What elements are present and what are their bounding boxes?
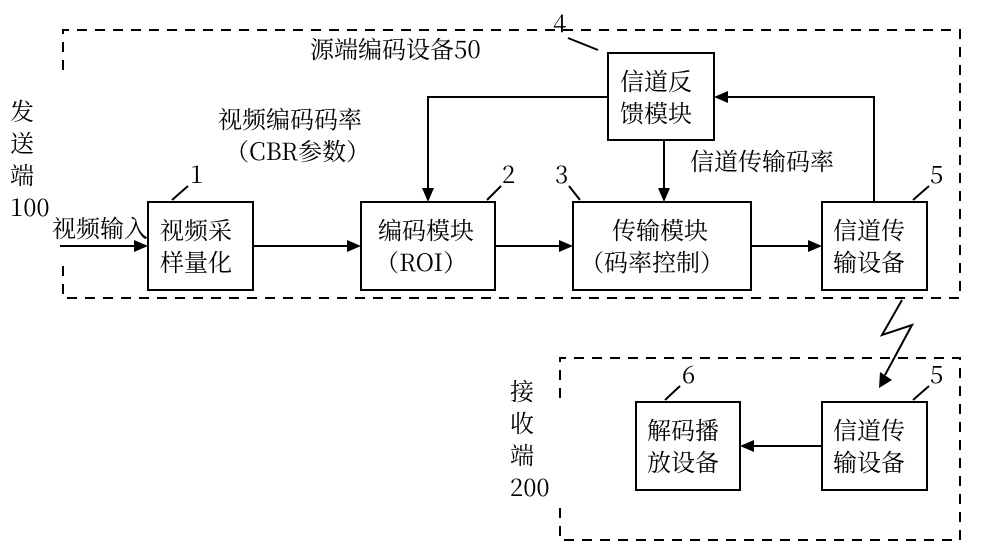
svg-text:送: 送 [10, 124, 34, 159]
source-enc-title: 源端编码设备50 [310, 30, 481, 65]
svg-text:接: 接 [510, 372, 535, 407]
svg-text:编码模块: 编码模块 [378, 211, 474, 246]
wireless-link-icon [879, 300, 912, 388]
svg-text:信道反: 信道反 [620, 62, 692, 97]
svg-text:解码播: 解码播 [647, 411, 719, 446]
node-5b-number: 5 [930, 355, 943, 390]
svg-text:（ROI）: （ROI） [375, 243, 467, 278]
svg-text:视频编码码率: 视频编码码率 [218, 100, 362, 135]
svg-text:视频采: 视频采 [160, 211, 232, 246]
node-1-video-sample-quant: 视频采 样量化 1 [148, 155, 253, 290]
svg-text:信道传: 信道传 [833, 411, 905, 446]
edge-n4-n3-chanrate: 信道传输码率 [658, 140, 834, 202]
edge-n2-n3 [495, 240, 573, 252]
svg-text:视频输入: 视频输入 [52, 209, 148, 244]
edge-n3-n5 [751, 240, 822, 252]
node-3-number: 3 [555, 155, 568, 190]
node-2-number: 2 [502, 155, 515, 190]
node-5-channel-tx-sender: 信道传 输设备 5 [822, 155, 943, 290]
svg-text:（CBR参数）: （CBR参数） [225, 132, 370, 167]
diagram-canvas: 源端编码设备50 发 送 端 100 接 收 端 200 信道反 馈模块 4 视… [0, 0, 1000, 551]
sender-label: 发 送 端 100 [10, 92, 50, 223]
svg-text:100: 100 [10, 188, 50, 223]
edge-n4-n2-cbr: 视频编码码率 （CBR参数） [218, 97, 608, 202]
svg-text:200: 200 [510, 468, 550, 503]
svg-text:放设备: 放设备 [647, 443, 719, 478]
svg-text:信道传: 信道传 [833, 211, 905, 246]
svg-text:信道传输码率: 信道传输码率 [690, 142, 834, 177]
node-1-number: 1 [190, 155, 203, 190]
node-6-number: 6 [682, 355, 695, 390]
node-4-channel-feedback: 信道反 馈模块 4 [553, 4, 714, 140]
node-4-number: 4 [553, 4, 566, 39]
svg-text:端: 端 [510, 436, 534, 471]
svg-text:发: 发 [10, 92, 34, 127]
node-6-decode-play: 解码播 放设备 6 [636, 355, 740, 490]
svg-text:传输模块: 传输模块 [612, 211, 708, 246]
svg-text:（码率控制）: （码率控制） [580, 243, 724, 278]
node-2-encode-module: 编码模块 （ROI） 2 [361, 155, 515, 290]
edge-n5b-n6 [740, 440, 822, 452]
svg-text:样量化: 样量化 [160, 243, 232, 278]
svg-text:输设备: 输设备 [833, 443, 905, 478]
node-5-number: 5 [930, 155, 943, 190]
svg-text:端: 端 [10, 156, 34, 191]
edge-video-input: 视频输入 [52, 209, 148, 252]
svg-text:馈模块: 馈模块 [620, 94, 692, 129]
receiver-label: 接 收 端 200 [510, 372, 550, 503]
svg-text:输设备: 输设备 [833, 243, 905, 278]
edge-n1-n2 [253, 240, 361, 252]
svg-text:收: 收 [510, 404, 534, 439]
